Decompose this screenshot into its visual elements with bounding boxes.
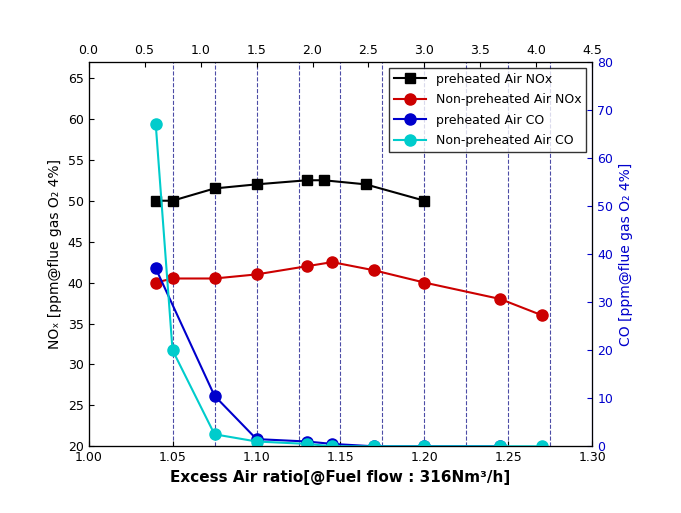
Non-preheated Air NOx <box>152 280 160 286</box>
Non-preheated Air NOx <box>538 312 546 319</box>
Non-preheated Air NOx <box>420 280 428 286</box>
preheated Air NOx <box>210 185 219 191</box>
Non-preheated Air CO <box>210 431 219 438</box>
preheated Air NOx <box>253 181 261 187</box>
preheated Air CO <box>420 443 428 449</box>
preheated Air CO <box>496 443 504 449</box>
Y-axis label: CO [ppm@flue gas O₂ 4%]: CO [ppm@flue gas O₂ 4%] <box>619 162 633 346</box>
preheated Air CO <box>303 439 311 445</box>
Non-preheated Air CO <box>152 121 160 127</box>
preheated Air CO <box>210 393 219 399</box>
Non-preheated Air CO <box>496 443 504 449</box>
Non-preheated Air NOx <box>496 296 504 302</box>
preheated Air NOx <box>420 198 428 204</box>
preheated Air CO <box>253 436 261 442</box>
Non-preheated Air NOx <box>210 275 219 282</box>
preheated Air NOx <box>362 181 370 187</box>
Non-preheated Air CO <box>420 443 428 449</box>
Y-axis label: NOₓ [ppm@flue gas O₂ 4%]: NOₓ [ppm@flue gas O₂ 4%] <box>48 159 62 349</box>
Non-preheated Air NOx <box>303 263 311 269</box>
Line: preheated Air CO: preheated Air CO <box>151 263 505 452</box>
Non-preheated Air CO <box>168 347 176 353</box>
Non-preheated Air CO <box>538 443 546 449</box>
preheated Air NOx <box>152 198 160 204</box>
preheated Air CO <box>152 265 160 271</box>
Non-preheated Air CO <box>370 443 378 449</box>
Non-preheated Air NOx <box>253 271 261 278</box>
Non-preheated Air CO <box>303 441 311 447</box>
Line: preheated Air NOx: preheated Air NOx <box>151 175 429 206</box>
X-axis label: Excess Air ratio[@Fuel flow : 316Nm³/h]: Excess Air ratio[@Fuel flow : 316Nm³/h] <box>170 470 511 485</box>
Non-preheated Air CO <box>328 443 336 449</box>
preheated Air CO <box>370 443 378 449</box>
preheated Air NOx <box>168 198 176 204</box>
preheated Air NOx <box>319 177 328 183</box>
Line: Non-preheated Air NOx: Non-preheated Air NOx <box>151 256 548 321</box>
Non-preheated Air NOx <box>168 275 176 282</box>
Non-preheated Air NOx <box>370 267 378 273</box>
Non-preheated Air NOx <box>328 259 336 265</box>
Line: Non-preheated Air CO: Non-preheated Air CO <box>151 119 548 452</box>
Non-preheated Air CO <box>253 439 261 445</box>
preheated Air CO <box>328 441 336 447</box>
preheated Air NOx <box>303 177 311 183</box>
Legend: preheated Air NOx, Non-preheated Air NOx, preheated Air CO, Non-preheated Air CO: preheated Air NOx, Non-preheated Air NOx… <box>390 68 586 152</box>
